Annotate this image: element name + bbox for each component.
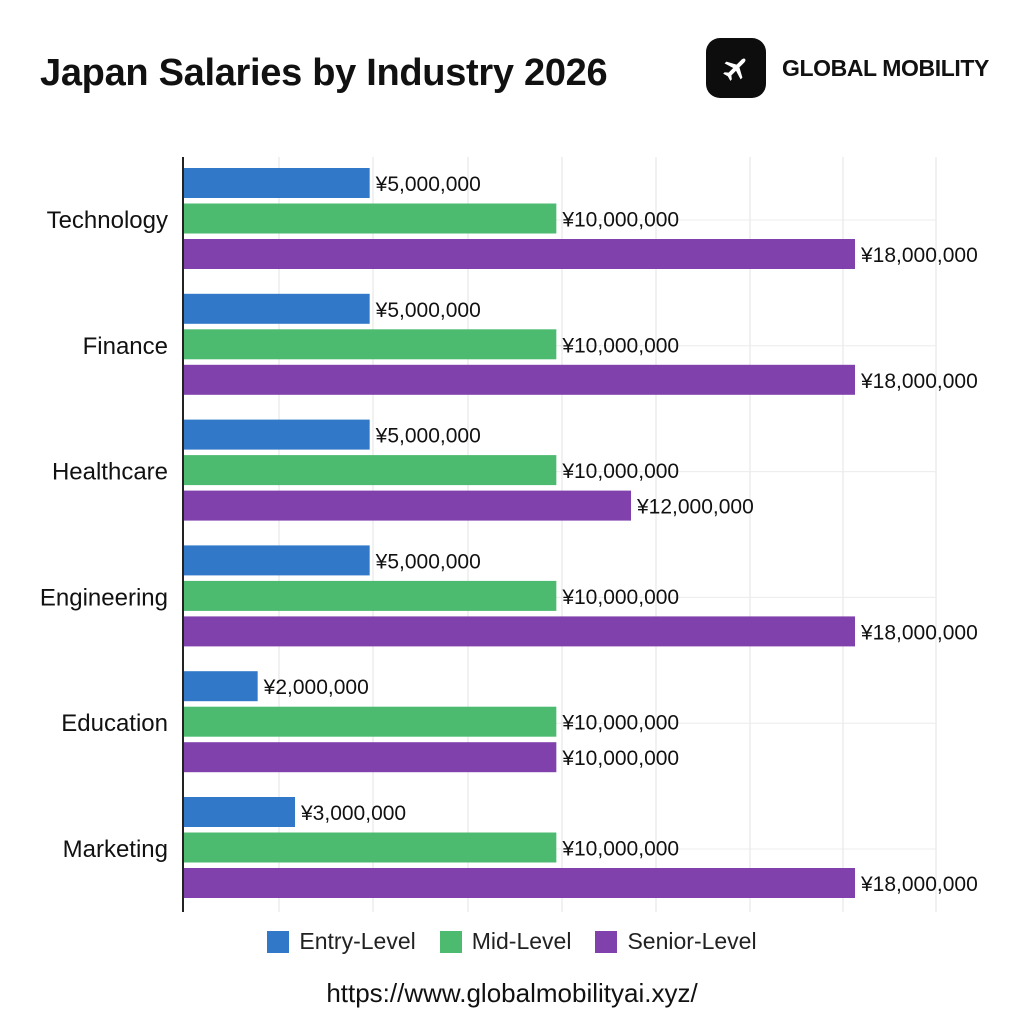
data-label: ¥10,000,000 xyxy=(561,712,679,735)
category-label: Education xyxy=(61,710,168,737)
legend-item-entry-level: Entry-Level xyxy=(267,928,416,955)
data-label: ¥18,000,000 xyxy=(860,873,978,896)
legend-item-mid-level: Mid-Level xyxy=(439,928,572,955)
bar-entry-level xyxy=(183,671,258,702)
bar-mid-level xyxy=(183,455,557,486)
bar-entry-level xyxy=(183,545,370,576)
chart-title: Japan Salaries by Industry 2026 xyxy=(40,52,608,94)
bar-senior-level xyxy=(183,742,557,773)
bar-mid-level xyxy=(183,580,557,611)
data-label: ¥10,000,000 xyxy=(561,334,679,357)
category-label: Healthcare xyxy=(52,459,168,486)
legend-swatch xyxy=(595,930,618,953)
bar-entry-level xyxy=(183,168,370,198)
bar-mid-level xyxy=(183,706,557,737)
bar-mid-level xyxy=(183,832,557,863)
bar-mid-level xyxy=(183,329,557,360)
legend-label: Mid-Level xyxy=(471,928,572,954)
data-label: ¥5,000,000 xyxy=(375,173,481,196)
data-label: ¥10,000,000 xyxy=(561,209,679,232)
bar-senior-level xyxy=(183,364,855,395)
bar-entry-level xyxy=(183,293,370,324)
legend-label: Entry-Level xyxy=(299,928,416,954)
data-label: ¥12,000,000 xyxy=(636,496,754,519)
footer-url[interactable]: https://www.globalmobilityai.xyz/ xyxy=(326,978,698,1008)
data-label: ¥3,000,000 xyxy=(300,802,406,825)
legend-swatch xyxy=(439,930,462,953)
data-label: ¥10,000,000 xyxy=(561,747,679,770)
category-label: Technology xyxy=(47,207,168,234)
category-label: Engineering xyxy=(40,584,168,611)
data-label: ¥18,000,000 xyxy=(860,370,978,393)
bar-senior-level xyxy=(183,239,855,269)
bar-entry-level xyxy=(183,797,295,827)
legend: Entry-Level Mid-Level Senior-Level xyxy=(0,928,1024,955)
bar-senior-level xyxy=(183,868,855,898)
data-label: ¥10,000,000 xyxy=(561,586,679,609)
data-label: ¥18,000,000 xyxy=(860,244,978,267)
data-label: ¥18,000,000 xyxy=(860,621,978,644)
category-label: Marketing xyxy=(63,836,168,863)
data-label: ¥10,000,000 xyxy=(561,460,679,483)
legend-item-senior-level: Senior-Level xyxy=(595,928,757,955)
bar-senior-level xyxy=(183,616,855,647)
data-label: ¥5,000,000 xyxy=(375,299,481,322)
data-label: ¥2,000,000 xyxy=(263,676,369,699)
legend-label: Senior-Level xyxy=(627,928,757,954)
bar-mid-level xyxy=(183,203,557,234)
bar-entry-level xyxy=(183,419,370,450)
data-label: ¥5,000,000 xyxy=(375,550,481,573)
data-label: ¥5,000,000 xyxy=(375,425,481,448)
data-label: ¥10,000,000 xyxy=(561,838,679,861)
category-label: Finance xyxy=(83,333,168,360)
bar-senior-level xyxy=(183,490,631,521)
brand: GLOBAL MOBILITY xyxy=(706,38,989,98)
brand-name: GLOBAL MOBILITY xyxy=(782,54,989,81)
legend-swatch xyxy=(267,930,290,953)
airplane-icon xyxy=(706,38,766,98)
